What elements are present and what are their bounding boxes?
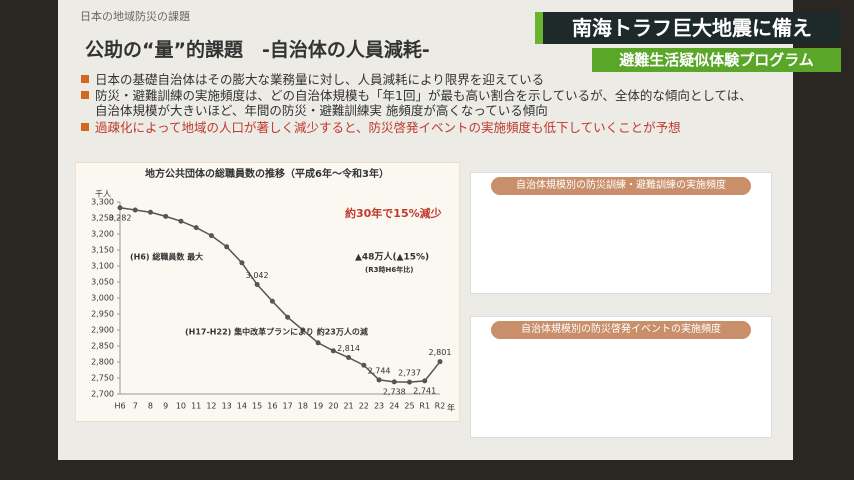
- y-tick-label: 3,300: [91, 198, 114, 207]
- value-label: 2,738: [383, 387, 406, 396]
- side-chart-title: 自治体規模別の防災訓練・避難訓練の実施頻度: [491, 177, 751, 195]
- point: [285, 314, 291, 320]
- y-tick-label: 3,250: [91, 214, 114, 223]
- point: [208, 233, 214, 239]
- point: [132, 207, 138, 213]
- point: [376, 377, 382, 383]
- y-tick-label: 3,050: [91, 278, 114, 287]
- y-tick-label: 2,850: [91, 342, 114, 351]
- value-label: 2,744: [368, 366, 391, 375]
- value-label: 2,801: [429, 348, 452, 357]
- x-tick-label: 9: [163, 402, 168, 411]
- value-label: 3,282: [109, 213, 132, 222]
- x-tick-label: 19: [313, 402, 323, 411]
- slide-title: 公助の“量”的課題 -自治体の人員減耗-: [85, 39, 430, 61]
- point: [254, 282, 260, 288]
- value-label: 2,814: [337, 344, 360, 353]
- x-tick-label: 15: [252, 402, 262, 411]
- x-tick-label: 22: [359, 402, 369, 411]
- line: [119, 207, 441, 383]
- x-tick-label: 12: [206, 402, 216, 411]
- value-label: 2,741: [413, 386, 436, 395]
- y-axis-label: 千人: [95, 189, 111, 199]
- y-tick-label: 2,700: [91, 390, 114, 399]
- annotation: ▲48万人(▲15%): [355, 251, 429, 263]
- point: [269, 298, 275, 304]
- y-tick-label: 2,750: [91, 374, 114, 383]
- point: [239, 260, 245, 266]
- point: [147, 209, 153, 215]
- x-tick-label: 17: [283, 402, 293, 411]
- point: [346, 355, 352, 361]
- x-tick-label: 25: [404, 402, 414, 411]
- x-axis-label: 年: [447, 403, 455, 413]
- side-chart: 自治体規模別の防災啓発イベントの実施頻度: [470, 316, 772, 438]
- annotation: (H17-H22) 集中改革プランにより 約23万人の減: [185, 327, 368, 337]
- x-tick-label: 8: [148, 402, 153, 411]
- point: [315, 340, 321, 346]
- value-label: 3,042: [246, 271, 269, 280]
- point: [178, 218, 184, 224]
- annotation: (R3時H6年比): [365, 265, 413, 274]
- x-tick-label: 13: [222, 402, 232, 411]
- x-tick-label: R1: [419, 402, 430, 411]
- x-tick-label: 20: [328, 402, 338, 411]
- side-chart: 自治体規模別の防災訓練・避難訓練の実施頻度: [470, 172, 772, 294]
- point: [437, 359, 443, 365]
- x-tick-label: 21: [343, 402, 353, 411]
- bullet: 日本の基礎自治体はその膨大な業務量に対し、人員減耗により限界を迎えている: [81, 72, 755, 87]
- annotation: (H6) 総職員数 最大: [130, 252, 203, 262]
- chart: 地方公共団体の総職員数の推移（平成6年～令和3年） 千人 年 2,700 2,75…: [75, 162, 460, 422]
- point: [391, 379, 397, 385]
- caption-subtitle: 避難生活疑似体験プログラム: [592, 48, 841, 72]
- point: [407, 379, 413, 385]
- point: [361, 362, 367, 368]
- bullet: 防災・避難訓練の実施頻度は、どの自治体規模も「年1回」が最も高い割合を示している…: [81, 88, 755, 118]
- caption-title: 南海トラフ巨大地震に備え: [535, 12, 841, 44]
- y-tick-label: 2,800: [91, 358, 114, 367]
- x-tick-label: 7: [133, 402, 138, 411]
- x-tick-label: 10: [176, 402, 186, 411]
- point: [330, 348, 336, 354]
- y-tick-label: 2,900: [91, 326, 114, 335]
- side-chart-title: 自治体規模別の防災啓発イベントの実施頻度: [491, 321, 751, 339]
- point: [193, 225, 199, 231]
- chart-title: 地方公共団体の総職員数の推移（平成6年～令和3年）: [145, 167, 389, 180]
- x-tick-label: 18: [298, 402, 308, 411]
- x-tick-label: 24: [389, 402, 399, 411]
- value-label: 2,737: [398, 369, 421, 378]
- x-tick-label: 23: [374, 402, 384, 411]
- x-tick-label: R2: [435, 402, 446, 411]
- y-tick-label: 3,000: [91, 294, 114, 303]
- point: [224, 244, 230, 250]
- point: [422, 378, 428, 384]
- y-tick-label: 2,950: [91, 310, 114, 319]
- bullet: 過疎化によって地域の人口が著しく減少すると、防災啓発イベントの実施頻度も低下して…: [81, 120, 755, 135]
- slide-section: 日本の地域防災の課題: [80, 10, 190, 23]
- x-tick-label: 14: [237, 402, 247, 411]
- y-tick-label: 3,100: [91, 262, 114, 271]
- chart-panel: [75, 162, 460, 422]
- y-tick-label: 3,150: [91, 246, 114, 255]
- point: [117, 205, 123, 211]
- x-tick-label: 11: [191, 402, 201, 411]
- y-tick-label: 3,200: [91, 230, 114, 239]
- x-tick-label: 16: [267, 402, 277, 411]
- point: [300, 327, 306, 333]
- annotation: 約30年で15%減少: [345, 206, 442, 220]
- point: [163, 213, 169, 219]
- x-tick-label: H6: [114, 402, 125, 411]
